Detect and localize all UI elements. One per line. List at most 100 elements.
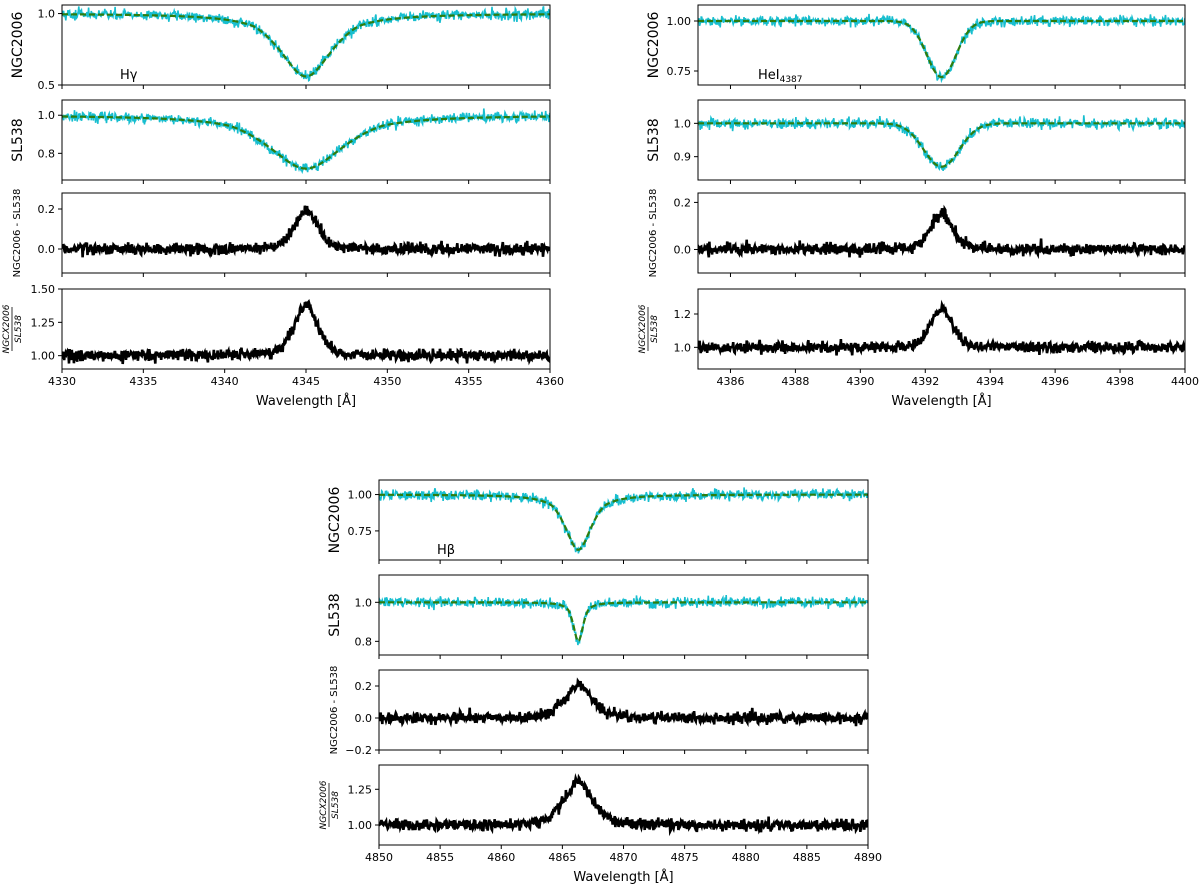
x-axis-label: Wavelength [Å] xyxy=(891,393,991,409)
y-tick-label: 1.0 xyxy=(38,109,56,122)
y-axis-label: NGC2006 xyxy=(646,12,662,79)
y-axis-label: NGC2006 - SL538 xyxy=(648,189,659,278)
x-tick-label: 4335 xyxy=(129,375,157,388)
plot-area xyxy=(62,5,550,83)
observed-spectrum-line xyxy=(62,5,550,83)
plot-area xyxy=(698,299,1185,356)
y-axis-label: NGC2006 xyxy=(327,487,343,554)
panel-1-3: 0.0 0.2 NGC2006 - SL538 xyxy=(12,189,551,278)
panel-1-1: 0.5 1.0 NGC2006 Hγ xyxy=(10,4,551,92)
y-tick-label: 1.50 xyxy=(31,283,56,296)
y-axis-label-numerator: NGCX2006 xyxy=(319,780,329,829)
x-tick-label: 4360 xyxy=(536,375,564,388)
panel-frame xyxy=(697,192,1186,274)
model-spectrum-line xyxy=(379,601,868,643)
x-axis-label: Wavelength [Å] xyxy=(256,393,356,409)
x-tick-label: 4885 xyxy=(793,851,821,864)
x-tick-label: 4390 xyxy=(846,375,874,388)
y-tick-label: 1.0 xyxy=(355,596,373,609)
y-axis-label-numerator: NGCX2006 xyxy=(638,304,648,353)
plot-area xyxy=(698,114,1185,172)
panel-2-4: 1.0 1.2 4386 4388 4390 4392 4394 4396 4398 4400 NG… xyxy=(638,288,1199,388)
y-tick-label: 0.9 xyxy=(674,151,692,164)
y-tick-label: 0.2 xyxy=(355,680,373,693)
y-axis-label-numerator: NGCX2006 xyxy=(2,304,12,353)
difference-spectrum-line xyxy=(62,205,550,259)
y-axis-label-denominator: SL538 xyxy=(331,791,341,819)
observed-spectrum-line xyxy=(698,13,1185,84)
y-tick-label: 0.8 xyxy=(355,635,373,648)
x-tick-label: 4865 xyxy=(548,851,576,864)
model-spectrum-line xyxy=(62,115,550,170)
panel-1-2: 0.8 1.0 SL538 xyxy=(10,99,551,184)
panel-1-4: 1.00 1.25 1.50 4330 4335 4340 4345 4350 4355 4360… xyxy=(2,283,564,388)
plot-area xyxy=(379,677,868,728)
y-axis-label: NGC2006 xyxy=(10,12,26,79)
plot-area xyxy=(379,594,868,646)
plot-area xyxy=(379,772,868,837)
x-tick-label: 4850 xyxy=(365,851,393,864)
plot-area xyxy=(698,13,1185,84)
y-tick-label: 0.75 xyxy=(667,65,692,78)
y-tick-label: 1.0 xyxy=(38,8,56,21)
y-tick-label: 1.00 xyxy=(348,819,373,832)
y-axis-label-denominator: SL538 xyxy=(14,315,24,343)
line-label: HeI4387 xyxy=(758,68,803,85)
y-tick-label: 1.25 xyxy=(31,316,56,329)
x-axis-label: Wavelength [Å] xyxy=(573,869,673,885)
panel-3-1: 0.75 1.00 NGC2006 Hβ xyxy=(327,479,869,564)
line-label: Hβ xyxy=(437,543,455,558)
plot-area xyxy=(379,487,868,554)
y-tick-label: 1.0 xyxy=(674,117,692,130)
x-tick-label: 4870 xyxy=(610,851,638,864)
y-axis-label-denominator: SL538 xyxy=(650,315,660,343)
ratio-spectrum-line xyxy=(698,299,1185,356)
x-tick-label: 4388 xyxy=(781,375,809,388)
panel-frame xyxy=(378,574,869,656)
x-tick-label: 4880 xyxy=(732,851,760,864)
x-tick-label: 4855 xyxy=(426,851,454,864)
y-axis-label: SL538 xyxy=(646,118,662,161)
chart-2: 0.75 1.00 NGC2006 HeI4387 0.9 1.0 SL538 0.0 0.2 N… xyxy=(638,4,1199,409)
y-tick-label: 0.0 xyxy=(674,243,692,256)
panel-frame xyxy=(378,764,869,846)
plot-area xyxy=(62,298,550,366)
x-tick-label: 4875 xyxy=(671,851,699,864)
line-label-subscript: 4387 xyxy=(780,75,803,85)
difference-spectrum-line xyxy=(698,204,1185,260)
x-tick-label: 4398 xyxy=(1106,375,1134,388)
y-tick-label: 0.0 xyxy=(355,712,373,725)
y-axis-label: SL538 xyxy=(10,118,26,161)
model-spectrum-line xyxy=(698,19,1185,79)
x-tick-label: 4350 xyxy=(373,375,401,388)
y-axis-label-fraction: NGCX2006 SL538 xyxy=(2,304,24,353)
panel-3-2: 0.8 1.0 SL538 xyxy=(327,574,869,659)
y-tick-label: 0.2 xyxy=(38,203,56,216)
y-axis-label: SL538 xyxy=(327,593,343,636)
x-tick-label: 4392 xyxy=(911,375,939,388)
observed-spectrum-line xyxy=(379,594,868,646)
panel-frame xyxy=(378,669,869,751)
y-axis-label-fraction: NGCX2006 SL538 xyxy=(319,780,341,829)
y-tick-label: 1.00 xyxy=(667,15,692,28)
x-tick-label: 4396 xyxy=(1041,375,1069,388)
y-tick-label: 0.75 xyxy=(348,525,373,538)
y-tick-label: 1.00 xyxy=(348,489,373,502)
x-tick-label: 4386 xyxy=(716,375,744,388)
y-axis-label: NGC2006 - SL538 xyxy=(12,189,23,278)
panel-frame xyxy=(697,99,1186,181)
y-tick-label: 0.5 xyxy=(38,79,56,92)
y-tick-label: 0.0 xyxy=(38,243,56,256)
panel-3-3: −0.2 0.0 0.2 NGC2006 - SL538 xyxy=(329,666,869,757)
chart-1: 0.5 1.0 NGC2006 Hγ 0.8 1.0 SL538 0.0 0.2 NGC2006 … xyxy=(2,4,564,409)
line-label: Hγ xyxy=(120,68,138,83)
y-tick-label: 1.0 xyxy=(674,341,692,354)
chart-3: 0.75 1.00 NGC2006 Hβ 0.8 1.0 SL538 −0.2 0.0 0.2 NG… xyxy=(319,479,882,885)
panel-frame xyxy=(61,192,551,274)
y-tick-label: 1.25 xyxy=(348,783,373,796)
x-tick-label: 4890 xyxy=(854,851,882,864)
panel-2-2: 0.9 1.0 SL538 xyxy=(646,99,1186,184)
x-tick-label: 4340 xyxy=(211,375,239,388)
model-spectrum-line xyxy=(698,122,1185,168)
